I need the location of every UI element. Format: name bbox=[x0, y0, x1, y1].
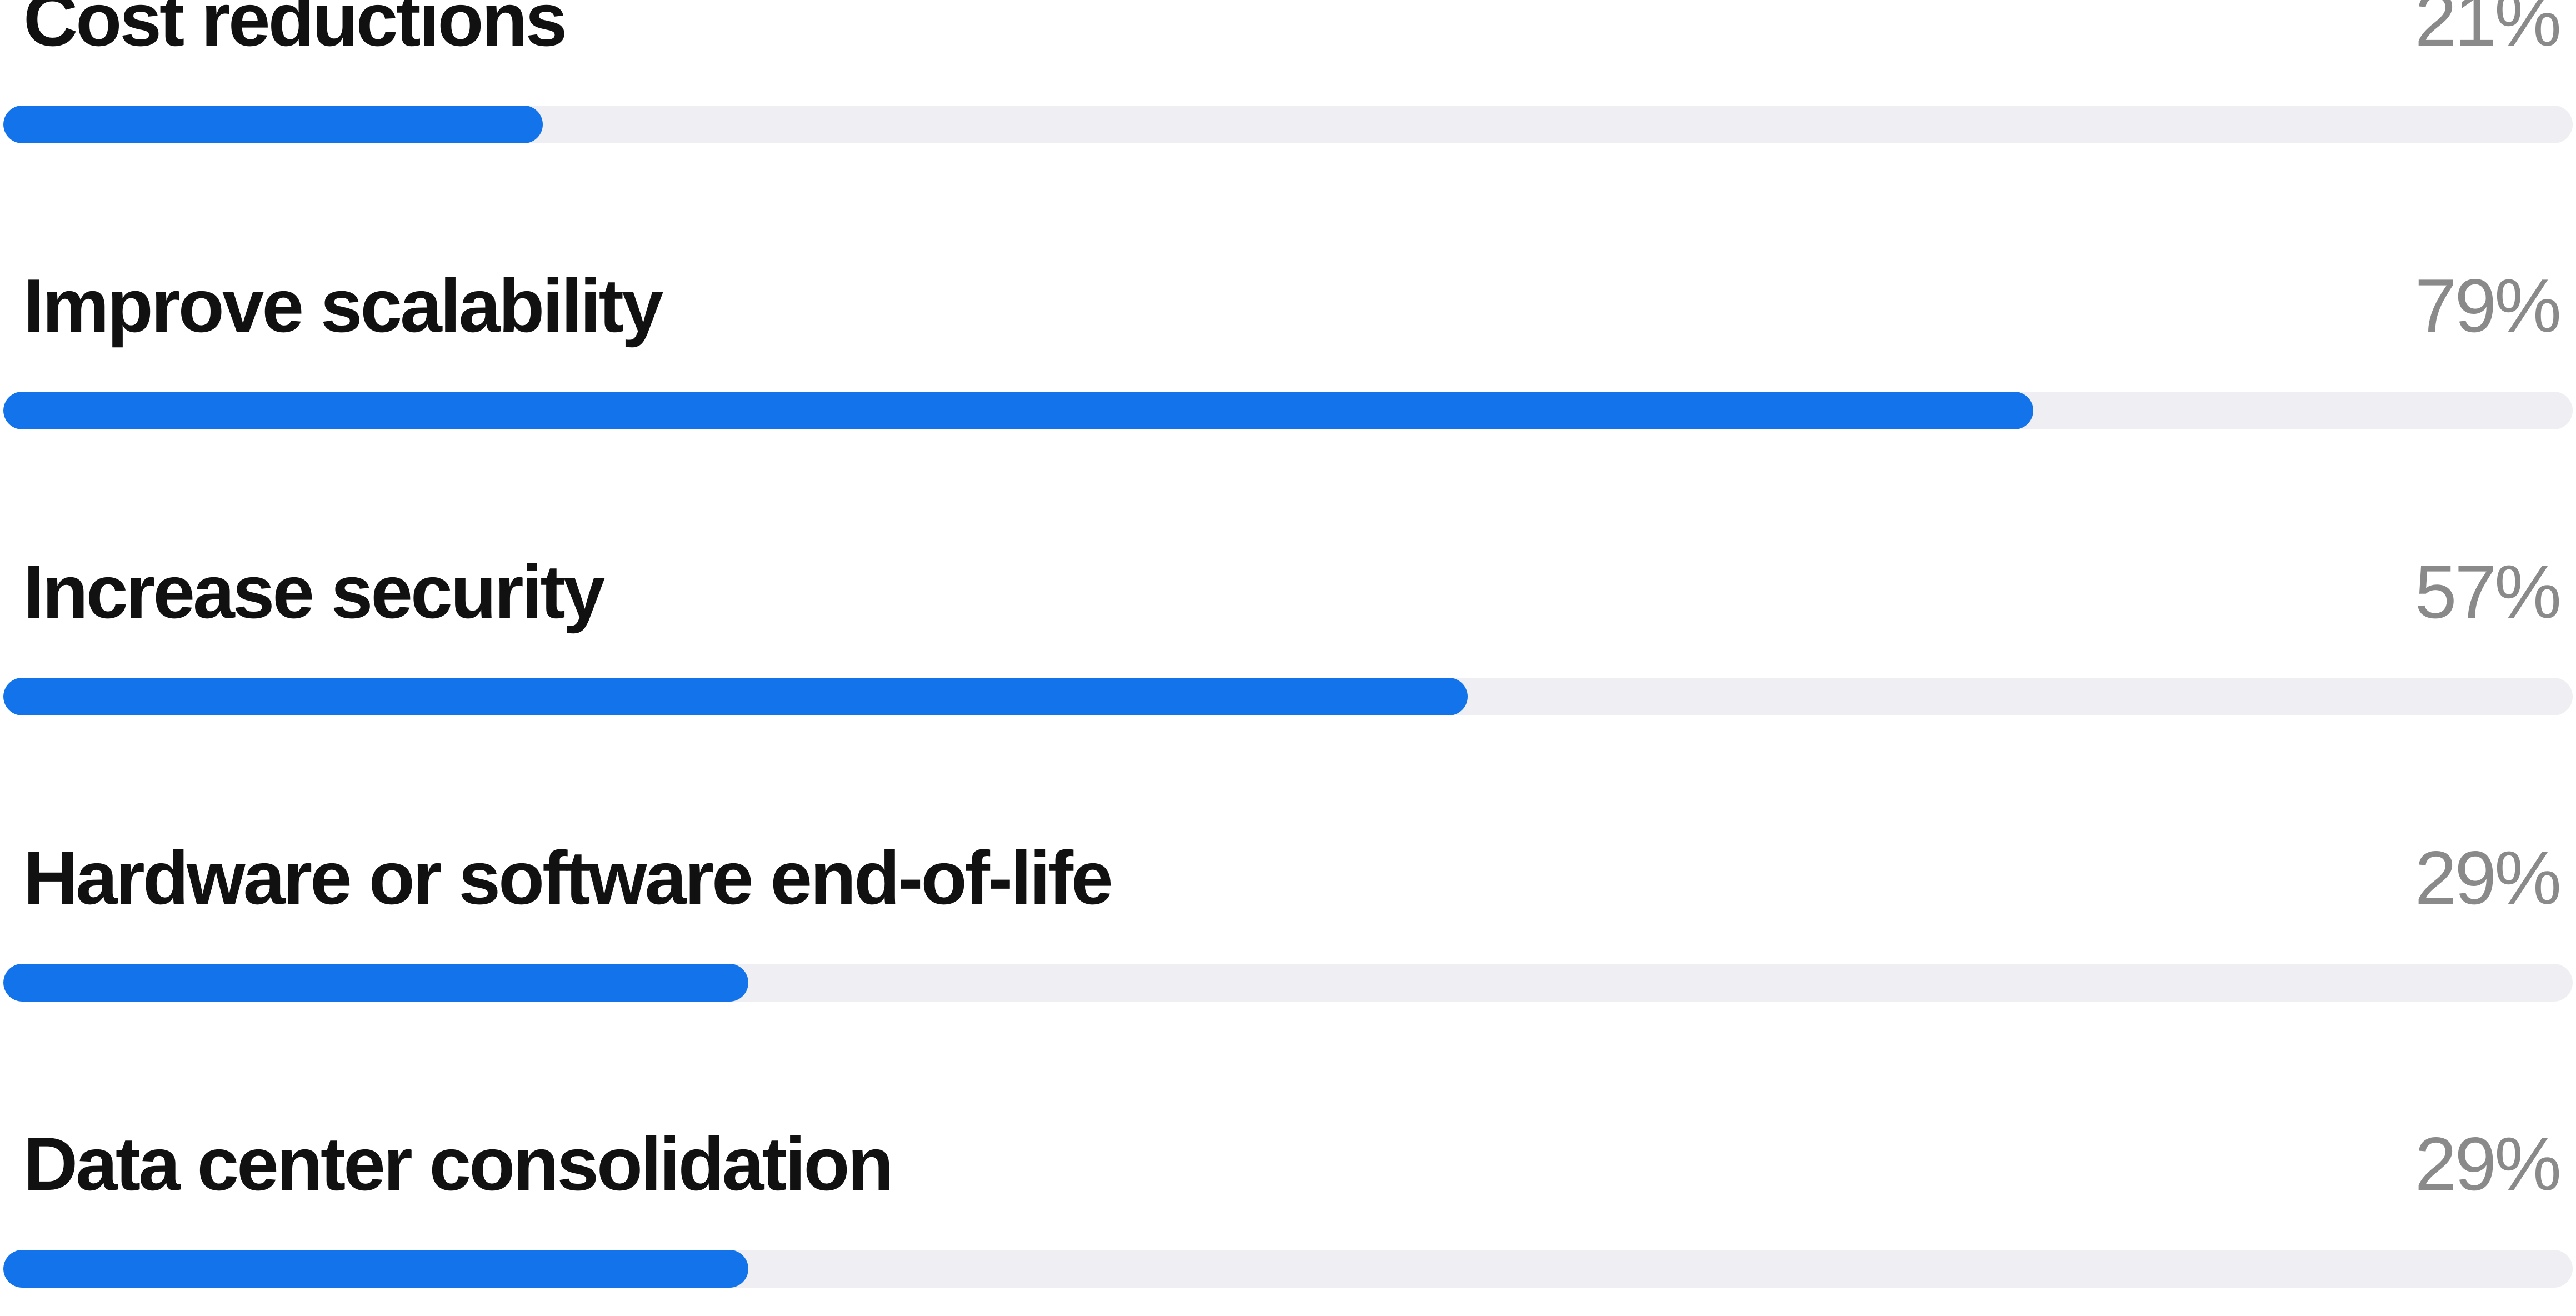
chart-row: Improve scalability 79% bbox=[0, 261, 2576, 483]
bar-track bbox=[3, 1250, 2573, 1288]
value-label: 29% bbox=[2414, 835, 2562, 920]
category-label: Improve scalability bbox=[23, 263, 664, 348]
chart-row: Hardware or software end-of-life 29% bbox=[0, 833, 2576, 1055]
bar-track bbox=[3, 964, 2573, 1002]
bar-fill bbox=[3, 392, 2033, 429]
bar-track bbox=[3, 106, 2573, 143]
value-label: 29% bbox=[2414, 1122, 2562, 1206]
chart-row: Data center consolidation 29% bbox=[0, 1119, 2576, 1316]
chart-row: Cost reductions 21% bbox=[0, 0, 2576, 197]
bar-fill bbox=[3, 1250, 748, 1288]
category-label: Increase security bbox=[23, 549, 605, 634]
bar-track bbox=[3, 392, 2573, 429]
category-label: Hardware or software end-of-life bbox=[23, 835, 1113, 920]
category-label: Cost reductions bbox=[23, 0, 567, 62]
bar-track bbox=[3, 678, 2573, 715]
bar-fill bbox=[3, 964, 748, 1002]
bar-fill bbox=[3, 678, 1468, 715]
category-label: Data center consolidation bbox=[23, 1122, 894, 1206]
bar-fill bbox=[3, 106, 543, 143]
value-label: 21% bbox=[2414, 0, 2562, 62]
value-label: 57% bbox=[2414, 549, 2562, 634]
value-label: 79% bbox=[2414, 263, 2562, 348]
chart-row: Increase security 57% bbox=[0, 547, 2576, 769]
